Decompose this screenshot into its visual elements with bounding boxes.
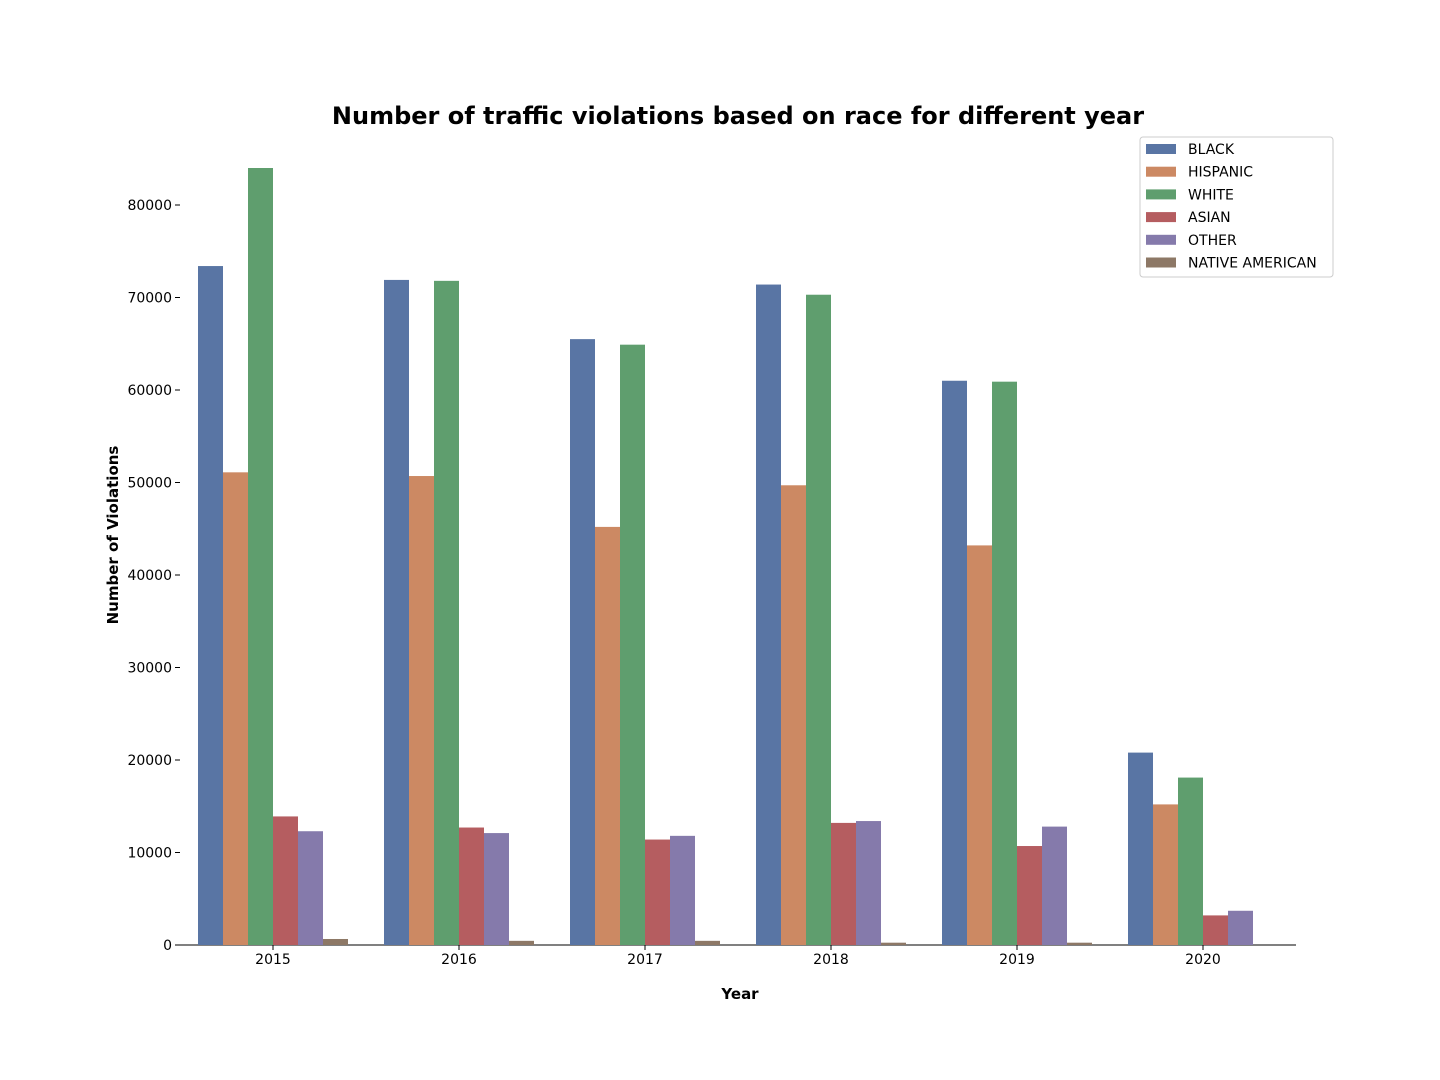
y-tick-label: 60000 [127, 383, 172, 399]
legend-frame [1139, 136, 1334, 278]
bar-native-american-2018 [881, 942, 906, 945]
bar-black-2019 [942, 380, 967, 945]
bar-white-2018 [806, 294, 831, 946]
y-tick-label: 40000 [127, 568, 172, 584]
y-axis-label: Number of Violations [104, 446, 122, 625]
bar-other-2015 [298, 831, 323, 945]
y-axis-ticks: 0 10000 20000 30000 40000 50000 60000 70000 8000… [127, 198, 180, 954]
bar-hispanic-2017 [595, 526, 620, 945]
bar-hispanic-2018 [781, 485, 806, 945]
legend-swatch [1146, 166, 1176, 177]
x-tick-label: 2016 [441, 952, 477, 968]
x-axis-ticks: 2015 2016 2017 2018 2019 2020 [255, 945, 1221, 968]
y-tick-label: 80000 [127, 198, 172, 214]
y-tick-label: 0 [163, 938, 172, 954]
bar-other-2019 [1042, 826, 1067, 945]
legend: BLACK HISPANIC WHITE ASIAN OTHER NATIVE AMERI… [1139, 136, 1334, 278]
bar-white-2016 [434, 280, 459, 946]
legend-swatch [1146, 234, 1176, 245]
y-tick-label: 10000 [127, 846, 172, 862]
bar-hispanic-2019 [967, 545, 992, 945]
bar-other-2020 [1228, 910, 1253, 945]
y-tick-label: 70000 [127, 291, 172, 307]
x-tick-label: 2019 [999, 952, 1035, 968]
bar-black-2018 [756, 284, 781, 945]
y-tick-label: 20000 [127, 753, 172, 769]
bar-white-2015 [248, 168, 273, 945]
bar-hispanic-2015 [223, 472, 248, 945]
bar-white-2020 [1178, 777, 1203, 945]
x-tick-label: 2020 [1185, 952, 1221, 968]
legend-label: WHITE [1188, 187, 1234, 203]
bar-other-2017 [670, 835, 695, 945]
bar-asian-2018 [831, 822, 856, 945]
legend-label: OTHER [1188, 233, 1237, 249]
bar-native-american-2015 [323, 938, 348, 945]
bar-asian-2020 [1203, 915, 1228, 945]
bar-black-2020 [1128, 752, 1153, 945]
legend-swatch [1146, 257, 1176, 268]
bar-other-2018 [856, 821, 881, 945]
bar-asian-2019 [1017, 846, 1042, 945]
x-axis-label: Year [720, 985, 759, 1003]
bar-native-american-2016 [509, 940, 534, 945]
bar-hispanic-2020 [1153, 804, 1178, 945]
legend-label: NATIVE AMERICAN [1188, 256, 1317, 272]
bar-native-american-2017 [695, 940, 720, 945]
bar-black-2017 [570, 339, 595, 945]
legend-label: ASIAN [1188, 210, 1231, 226]
bar-asian-2015 [273, 816, 298, 945]
x-tick-label: 2017 [627, 952, 663, 968]
bar-black-2016 [384, 279, 409, 945]
bars [198, 168, 1253, 946]
legend-swatch [1146, 144, 1176, 154]
legend-swatch [1146, 189, 1176, 200]
x-tick-label: 2018 [813, 952, 849, 968]
legend-label: BLACK [1188, 142, 1235, 158]
bar-native-american-2019 [1067, 942, 1092, 945]
y-tick-label: 50000 [127, 476, 172, 492]
bar-black-2015 [198, 266, 223, 945]
bar-other-2016 [484, 833, 509, 945]
legend-swatch [1146, 212, 1176, 223]
x-tick-label: 2015 [255, 952, 291, 968]
legend-label: HISPANIC [1188, 165, 1253, 181]
chart-title: Number of traffic violations based on ra… [332, 102, 1144, 130]
y-tick-label: 30000 [127, 661, 172, 677]
bar-white-2017 [620, 344, 645, 945]
bar-hispanic-2016 [409, 476, 434, 945]
bar-asian-2016 [459, 827, 484, 945]
bar-asian-2017 [645, 839, 670, 945]
bar-white-2019 [992, 381, 1017, 945]
